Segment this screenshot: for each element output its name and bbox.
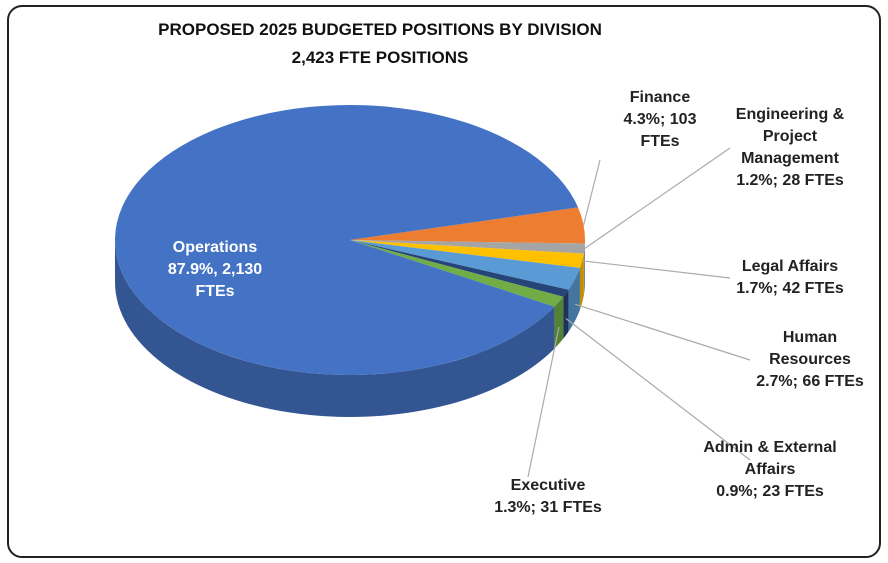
slice-name: Finance: [629, 89, 691, 106]
slice-side: [583, 243, 585, 296]
leader-line: [527, 326, 560, 478]
slice-value: 4.3%; 103 FTEs: [623, 111, 697, 150]
pie-slice: [350, 240, 569, 297]
data-label: Admin & External Affairs 0.9%; 23 FTEs: [695, 437, 845, 503]
slice-name: Executive: [510, 477, 586, 494]
pie-slice: [350, 207, 586, 244]
data-label: Legal Affairs 1.7%; 42 FTEs: [720, 256, 860, 300]
slice-side: [579, 253, 584, 310]
leader-line: [583, 159, 601, 226]
slice-name: Operations: [172, 239, 258, 256]
data-label: Engineering & Project Management 1.2%; 28…: [710, 104, 870, 192]
pie-slice: [350, 240, 580, 290]
slice-value: 1.2%; 28 FTEs: [736, 172, 844, 189]
slice-side: [568, 267, 580, 332]
slice-value: 1.7%; 42 FTEs: [736, 280, 844, 297]
slice-side: [114, 240, 555, 418]
data-label: Finance 4.3%; 103 FTEs: [615, 87, 705, 153]
slice-value: 87.9%, 2,130 FTEs: [167, 261, 263, 300]
slice-name: Human Resources: [769, 329, 851, 368]
leader-line: [574, 303, 751, 361]
slice-name: Admin & External Affairs: [703, 439, 837, 478]
slice-name: Engineering & Project Management: [735, 106, 845, 167]
data-label: Operations 87.9%, 2,130 FTEs: [150, 237, 280, 303]
chart-title: PROPOSED 2025 BUDGETED POSITIONS BY DIVI…: [158, 20, 602, 39]
slice-value: 1.3%; 31 FTEs: [494, 499, 602, 516]
pie-slice: [350, 240, 585, 254]
leader-line: [582, 260, 731, 279]
leader-line: [584, 147, 731, 250]
pie-slice: [350, 240, 584, 268]
leader-line: [565, 318, 751, 461]
data-label: Executive 1.3%; 31 FTEs: [478, 475, 618, 519]
slice-side: [563, 289, 569, 339]
slice-value: 2.7%; 66 FTEs: [756, 373, 864, 390]
data-label: Human Resources 2.7%; 66 FTEs: [735, 327, 885, 393]
slice-value: 0.9%; 23 FTEs: [716, 483, 824, 500]
pie-slice: [114, 105, 579, 375]
slice-name: Legal Affairs: [741, 258, 839, 275]
chart-subtitle: 2,423 FTE POSITIONS: [291, 48, 469, 67]
pie-slice: [350, 240, 564, 307]
